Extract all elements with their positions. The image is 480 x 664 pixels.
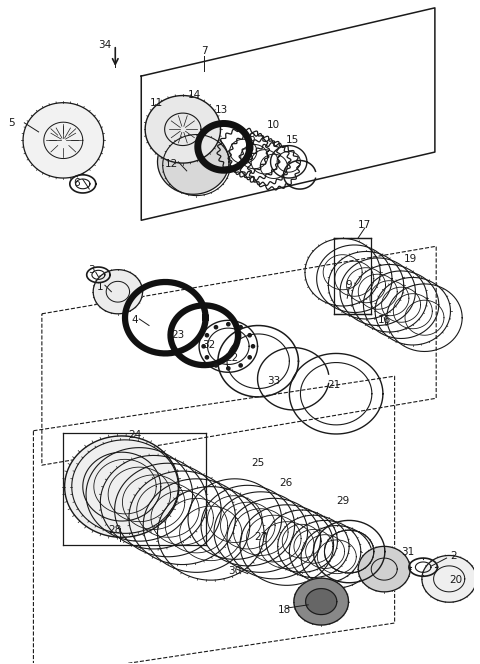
Text: 4: 4 xyxy=(132,315,138,325)
Text: 27: 27 xyxy=(254,532,267,542)
Text: 10: 10 xyxy=(267,120,280,130)
Text: 24: 24 xyxy=(128,430,142,440)
Circle shape xyxy=(215,364,217,367)
Polygon shape xyxy=(93,270,143,314)
Circle shape xyxy=(205,333,208,337)
Text: 15: 15 xyxy=(285,135,299,145)
Polygon shape xyxy=(358,546,410,592)
Polygon shape xyxy=(65,436,179,537)
Text: 18: 18 xyxy=(277,605,291,615)
Text: 8: 8 xyxy=(248,133,255,143)
Text: 20: 20 xyxy=(449,575,462,585)
Text: 16: 16 xyxy=(378,315,391,325)
Polygon shape xyxy=(157,129,229,195)
Text: 2: 2 xyxy=(450,551,456,561)
Polygon shape xyxy=(422,556,477,602)
Text: 33: 33 xyxy=(267,376,280,386)
Circle shape xyxy=(239,364,242,367)
Circle shape xyxy=(248,356,252,359)
Text: 9: 9 xyxy=(346,280,352,290)
Text: 12: 12 xyxy=(165,159,179,169)
Circle shape xyxy=(252,345,254,348)
Text: 7: 7 xyxy=(201,46,207,56)
Text: 6: 6 xyxy=(73,177,80,188)
Text: 29: 29 xyxy=(336,496,349,506)
Text: 31: 31 xyxy=(401,546,414,556)
Polygon shape xyxy=(306,588,337,615)
Circle shape xyxy=(202,345,205,348)
Text: 22: 22 xyxy=(226,353,239,363)
Text: 23: 23 xyxy=(172,330,185,340)
Circle shape xyxy=(205,356,208,359)
Text: 17: 17 xyxy=(358,220,372,230)
Circle shape xyxy=(239,325,242,329)
Text: 1: 1 xyxy=(97,282,104,291)
Circle shape xyxy=(227,367,230,370)
Polygon shape xyxy=(145,96,220,163)
Text: 32: 32 xyxy=(202,340,216,350)
Text: 34: 34 xyxy=(98,40,111,50)
Polygon shape xyxy=(294,578,348,625)
Text: 13: 13 xyxy=(215,105,228,115)
Text: 26: 26 xyxy=(279,477,292,488)
Text: 19: 19 xyxy=(404,254,417,264)
Circle shape xyxy=(227,323,230,326)
Text: 5: 5 xyxy=(8,118,15,128)
Text: 28: 28 xyxy=(108,525,122,535)
Circle shape xyxy=(215,325,217,329)
Text: 14: 14 xyxy=(188,90,201,100)
Text: 21: 21 xyxy=(327,380,341,390)
Text: 11: 11 xyxy=(150,98,164,108)
Circle shape xyxy=(248,333,252,337)
Text: 3: 3 xyxy=(89,266,95,276)
Polygon shape xyxy=(23,103,104,178)
Text: 25: 25 xyxy=(252,458,265,468)
Text: 30: 30 xyxy=(228,566,241,576)
